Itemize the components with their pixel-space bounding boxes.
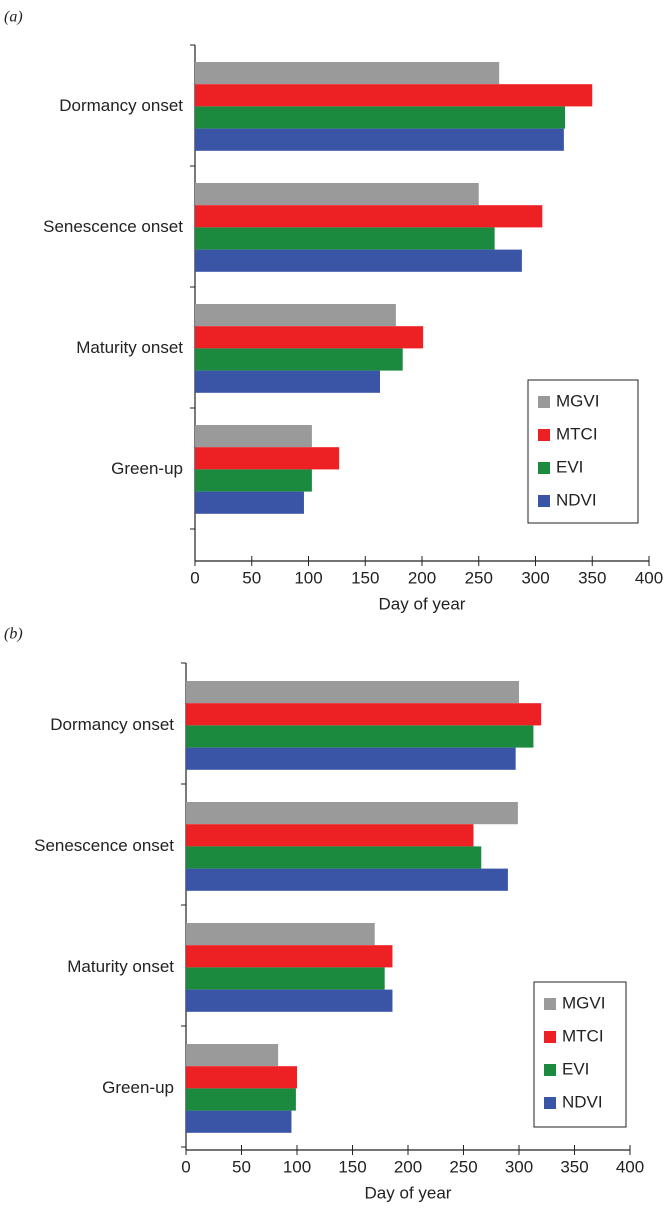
category-label: Maturity onset xyxy=(67,957,174,976)
bar xyxy=(195,205,543,228)
legend-swatch xyxy=(544,1097,556,1109)
bar xyxy=(195,425,312,448)
x-tick-label: 0 xyxy=(190,568,199,587)
bar xyxy=(186,802,518,825)
bar xyxy=(186,923,375,946)
bar xyxy=(195,84,593,107)
x-tick-label: 0 xyxy=(181,1157,190,1176)
category-label: Dormancy onset xyxy=(59,96,183,115)
bar xyxy=(186,868,508,891)
legend-swatch xyxy=(538,429,550,441)
x-tick-label: 400 xyxy=(635,568,663,587)
x-tick-label: 150 xyxy=(351,568,379,587)
legend-swatch xyxy=(544,998,556,1010)
bar xyxy=(195,128,564,151)
legend-swatch xyxy=(538,495,550,507)
category-label: Maturity onset xyxy=(76,338,183,357)
panel-label: (b) xyxy=(4,626,23,643)
x-tick-label: 250 xyxy=(465,568,493,587)
bar xyxy=(186,1110,292,1133)
category-label: Senescence onset xyxy=(43,217,183,236)
bar xyxy=(186,1088,296,1111)
legend-label: EVI xyxy=(562,1059,589,1078)
legend-swatch xyxy=(544,1031,556,1043)
bar xyxy=(186,725,534,748)
legend-swatch xyxy=(538,396,550,408)
x-tick-label: 350 xyxy=(578,568,606,587)
x-axis-label: Day of year xyxy=(365,1183,452,1202)
bar xyxy=(195,304,396,327)
category-label: Green-up xyxy=(111,459,183,478)
legend-label: EVI xyxy=(556,457,583,476)
bar xyxy=(195,469,312,492)
legend-label: NDVI xyxy=(562,1092,603,1111)
bar xyxy=(195,447,340,470)
bar xyxy=(195,326,424,349)
x-tick-label: 150 xyxy=(338,1157,366,1176)
legend-label: MGVI xyxy=(562,993,605,1012)
category-label: Dormancy onset xyxy=(50,715,174,734)
category-label: Senescence onset xyxy=(34,836,174,855)
bar xyxy=(195,370,381,393)
x-tick-label: 300 xyxy=(505,1157,533,1176)
legend-label: NDVI xyxy=(556,490,597,509)
x-tick-label: 100 xyxy=(283,1157,311,1176)
x-tick-label: 250 xyxy=(449,1157,477,1176)
bar xyxy=(186,703,542,726)
bar xyxy=(195,106,566,129)
panel-label: (a) xyxy=(4,9,23,26)
legend-label: MGVI xyxy=(556,391,599,410)
legend-swatch xyxy=(544,1064,556,1076)
bar xyxy=(186,747,516,770)
x-tick-label: 300 xyxy=(521,568,549,587)
x-tick-label: 400 xyxy=(616,1157,644,1176)
legend-label: MTCI xyxy=(556,424,598,443)
x-tick-label: 200 xyxy=(394,1157,422,1176)
x-tick-label: 200 xyxy=(408,568,436,587)
legend-swatch xyxy=(538,462,550,474)
bar xyxy=(186,1066,297,1089)
legend-label: MTCI xyxy=(562,1026,604,1045)
bar xyxy=(195,348,403,371)
bar xyxy=(186,967,385,990)
bar xyxy=(195,183,479,206)
x-tick-label: 50 xyxy=(242,568,261,587)
bar xyxy=(186,681,519,704)
x-tick-label: 350 xyxy=(560,1157,588,1176)
x-tick-label: 100 xyxy=(294,568,322,587)
category-label: Green-up xyxy=(102,1078,174,1097)
bar xyxy=(186,1044,279,1067)
bar xyxy=(186,945,393,968)
x-tick-label: 50 xyxy=(232,1157,251,1176)
bar xyxy=(186,989,393,1012)
bar xyxy=(195,227,495,250)
bar xyxy=(195,491,304,514)
x-axis-label: Day of year xyxy=(379,594,466,613)
bar xyxy=(195,62,500,85)
bar xyxy=(186,846,482,869)
bar xyxy=(186,824,474,847)
bar xyxy=(195,249,522,272)
